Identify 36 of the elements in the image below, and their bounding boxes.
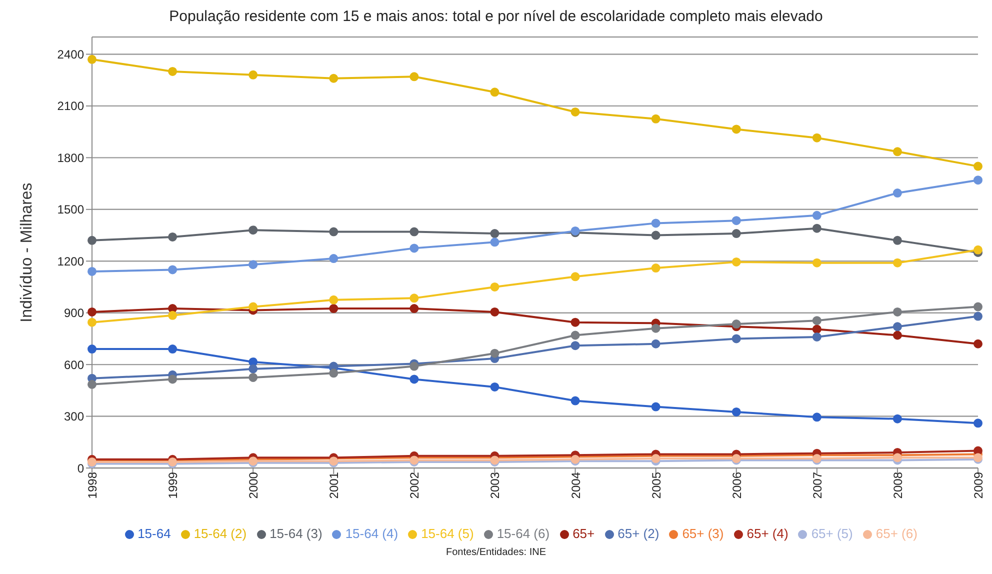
y-tick-label: 1200 — [57, 254, 84, 268]
x-tick-label: 2003 — [488, 472, 502, 499]
legend-label: 65+ — [572, 526, 595, 541]
x-tick-label: 2009 — [972, 472, 986, 499]
legend-label: 65+ (3) — [682, 526, 724, 541]
x-tick-label: 2007 — [810, 472, 824, 499]
x-tick-label: 1998 — [86, 472, 100, 499]
legend-label: 65+ (2) — [618, 526, 660, 541]
x-tick-label: 2006 — [730, 472, 744, 499]
y-tick-label: 1500 — [57, 202, 84, 217]
legend-label: 15-64 (6) — [496, 526, 550, 541]
x-tick-label: 2002 — [408, 472, 422, 499]
x-tick-label: 1999 — [166, 472, 180, 499]
y-tick-label: 2400 — [57, 48, 84, 62]
x-tick-label: 2000 — [246, 472, 261, 499]
text: Fontes/Entidades: INE — [444, 547, 548, 558]
chart-title: População residente com 15 e mais anos: total e por nível de escolaridade completo mais elevado — [168, 8, 824, 25]
legend-label: 15-64 (5) — [421, 526, 474, 541]
legend-label: 15-64 (4) — [345, 526, 398, 541]
y-tick-label: 600 — [64, 358, 84, 372]
y-tick-label: 1800 — [57, 150, 84, 165]
y-tick-label: 0 — [77, 461, 84, 476]
y-tick-label: 900 — [64, 306, 84, 320]
legend-label: 65+ (4) — [746, 526, 788, 541]
x-tick-label: 2008 — [890, 472, 905, 499]
legend-label: 65+ (5) — [811, 526, 853, 541]
y-axis-title: Indivíduo - Milhares — [18, 182, 36, 322]
x-tick-label: 2004 — [568, 472, 583, 499]
x-tick-label: 2005 — [649, 472, 664, 499]
legend-label: 15-64 (2) — [194, 526, 247, 541]
y-tick-label: 300 — [64, 410, 84, 424]
legend-label: 15-64 — [138, 526, 171, 541]
legend-label: 15-64 (3) — [270, 526, 322, 541]
y-tick-label: 2100 — [57, 99, 84, 114]
x-tick-label: 2001 — [327, 472, 342, 499]
legend-label: 65+ (6) — [876, 526, 918, 541]
